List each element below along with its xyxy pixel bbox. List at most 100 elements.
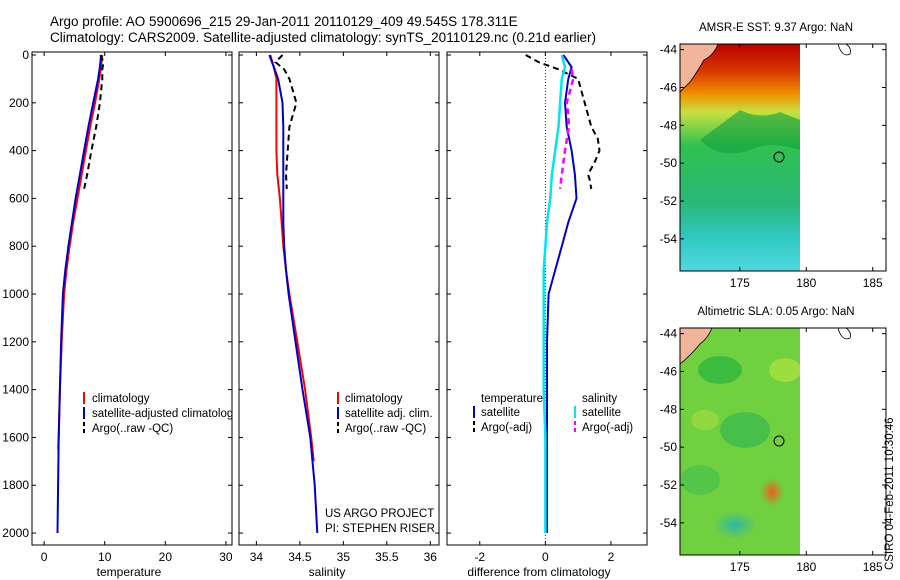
series-argo-raw-qc- bbox=[274, 54, 298, 189]
sla-map-frame bbox=[679, 327, 887, 556]
x-tick-label: 35.5 bbox=[375, 550, 399, 564]
float-position-marker bbox=[773, 435, 785, 447]
legend-temp-satellite: satellite bbox=[481, 407, 520, 419]
y-tick-label: 1400 bbox=[2, 383, 29, 397]
difference-legend: temperature satellite Argo(-adj) salinit… bbox=[473, 393, 633, 434]
y-tick-label: 1000 bbox=[2, 287, 29, 301]
y-tick-label: 1800 bbox=[2, 478, 29, 492]
float-position-marker bbox=[773, 151, 785, 163]
y-tick-label: -46 bbox=[660, 365, 678, 379]
y-tick-label: 0 bbox=[22, 48, 29, 62]
y-tick-label: -48 bbox=[660, 402, 678, 416]
x-axis-label: temperature bbox=[97, 565, 162, 579]
x-tick-label: 175 bbox=[730, 276, 750, 290]
x-tick-label: -2 bbox=[474, 550, 485, 564]
legend-salinity-title: salinity bbox=[582, 393, 617, 405]
series-salinity-argo-adj- bbox=[558, 69, 575, 190]
legend-temperature-title: temperature bbox=[481, 393, 543, 405]
salinity-legend: climatology satellite adj. clim. Argo(..… bbox=[325, 392, 435, 535]
y-tick-label: -46 bbox=[660, 81, 678, 95]
x-tick-label: 180 bbox=[796, 276, 816, 290]
y-tick-label: 400 bbox=[9, 144, 29, 158]
y-tick-label: 1600 bbox=[2, 430, 29, 444]
sst-map-frame bbox=[679, 43, 887, 272]
y-tick-label: -50 bbox=[660, 440, 678, 454]
header-line2: Climatology: CARS2009. Satellite-adjuste… bbox=[50, 30, 596, 45]
sla-map bbox=[680, 328, 800, 555]
x-tick-label: 36 bbox=[424, 550, 438, 564]
series-satellite-adj-clim- bbox=[268, 54, 319, 534]
y-tick-label: -44 bbox=[660, 327, 678, 341]
series-argo-raw-qc- bbox=[83, 54, 105, 190]
chatham-coast bbox=[837, 327, 851, 340]
series-temperature-argo-adj- bbox=[525, 54, 601, 190]
x-tick-label: 180 bbox=[796, 560, 816, 574]
x-tick-label: 34.5 bbox=[288, 550, 312, 564]
salinity-panel: 34 34.5 35 35.5 36 salinity bbox=[238, 51, 440, 579]
sla-axes: 175 180 185 -44 -46 -48 -50 -52 -54 bbox=[660, 327, 886, 574]
x-tick-label: 35 bbox=[337, 550, 351, 564]
sla-low-patch bbox=[713, 511, 757, 539]
series-satellite-adjusted-climatology bbox=[56, 54, 103, 534]
legend-satellite: satellite-adjusted climatolog bbox=[92, 408, 233, 420]
sst-field bbox=[680, 44, 800, 271]
legend-sal-argo: Argo(-adj) bbox=[582, 422, 633, 434]
series-salinity-satellite bbox=[542, 54, 567, 533]
x-tick-label: 2 bbox=[608, 550, 615, 564]
legend-temp-argo: Argo(-adj) bbox=[481, 422, 532, 434]
x-tick-label: 0 bbox=[41, 550, 48, 564]
y-tick-label: -52 bbox=[660, 478, 678, 492]
x-tick-label: 185 bbox=[863, 276, 883, 290]
plot-frame bbox=[31, 51, 233, 546]
y-tick-label: -52 bbox=[660, 194, 678, 208]
y-tick-label: 2000 bbox=[2, 526, 29, 540]
y-tick-label: -48 bbox=[660, 118, 678, 132]
y-tick-label: 200 bbox=[9, 96, 29, 110]
sst-map-title: AMSR-E SST: 9.37 Argo: NaN bbox=[699, 22, 853, 34]
x-tick-label: 185 bbox=[863, 560, 883, 574]
y-tick-label: -54 bbox=[660, 516, 678, 530]
land-mass bbox=[680, 328, 713, 365]
legend-climatology: climatology bbox=[345, 393, 403, 405]
sst-cool-patch bbox=[700, 110, 800, 154]
pi-label: PI: STEPHEN RISER bbox=[325, 523, 435, 535]
series-temperature-satellite bbox=[546, 54, 578, 533]
x-tick-label: 34 bbox=[250, 550, 264, 564]
legend-climatology: climatology bbox=[92, 393, 150, 405]
x-tick-label: 175 bbox=[730, 560, 750, 574]
y-tick-label: 1200 bbox=[2, 335, 29, 349]
y-tick-label: -54 bbox=[660, 232, 678, 246]
sla-low-patch bbox=[680, 465, 720, 495]
temperature-panel: 0 10 20 30 0 200 400 600 800 1000 1200 1400 1600 1800… bbox=[2, 48, 233, 579]
header-line1: Argo profile: AO 5900696_215 29-Jan-2011… bbox=[50, 14, 518, 29]
sla-low-patch bbox=[698, 356, 742, 384]
sst-map bbox=[680, 44, 800, 271]
x-tick-label: 10 bbox=[98, 550, 112, 564]
land-mass bbox=[680, 44, 719, 93]
legend-sal-satellite: satellite bbox=[582, 407, 621, 419]
y-tick-label: -44 bbox=[660, 43, 678, 57]
project-label: US ARGO PROJECT bbox=[325, 508, 434, 520]
series-climatology bbox=[57, 54, 104, 450]
temperature-legend: climatology satellite-adjusted climatolo… bbox=[83, 392, 233, 435]
y-tick-label: -50 bbox=[660, 156, 678, 170]
x-tick-label: 0 bbox=[542, 550, 549, 564]
plot-frame bbox=[238, 51, 440, 546]
sst-axes: 175 180 185 -44 -46 -48 -50 -52 -54 bbox=[660, 43, 886, 290]
plot-frame bbox=[446, 51, 648, 546]
sla-low-patch bbox=[720, 412, 770, 448]
legend-argo: Argo(..raw -QC) bbox=[345, 423, 426, 435]
chatham-coast bbox=[837, 43, 851, 56]
timestamp: CSIRO 04-Feb-2011 10:30:46 bbox=[884, 417, 896, 570]
legend-argo: Argo(..raw -QC) bbox=[92, 423, 173, 435]
sla-high-patch bbox=[769, 358, 800, 382]
y-tick-label: 800 bbox=[9, 239, 29, 253]
x-tick-label: 20 bbox=[159, 550, 173, 564]
sla-high-patch bbox=[760, 478, 784, 506]
x-tick-label: 30 bbox=[219, 550, 233, 564]
legend-satellite: satellite adj. clim. bbox=[345, 408, 433, 420]
x-axis-label: difference from climatology bbox=[467, 565, 610, 579]
x-axis-label: salinity bbox=[309, 565, 346, 579]
